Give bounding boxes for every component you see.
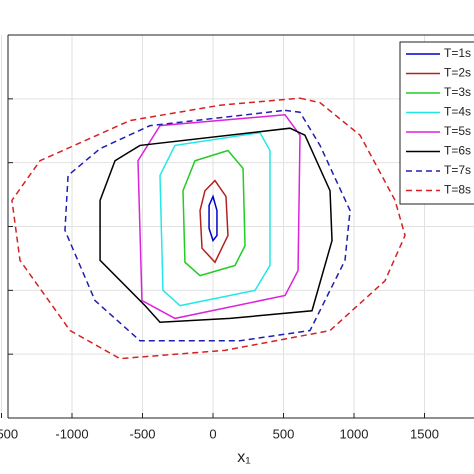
legend-label: T=7s [444,163,471,177]
legend-label: T=5s [444,124,471,138]
series-line [159,131,271,307]
legend-label: T=1s [444,46,471,60]
series-line [64,109,351,342]
legend-label: T=2s [444,66,471,80]
legend-box [399,41,474,205]
series-line [182,149,246,277]
x-axis-label: x₁ [237,449,250,466]
x-tick-label: 1500 [410,426,439,441]
x-tick-label: 1000 [340,426,369,441]
x-tick-label: 500 [273,426,295,441]
x-tick-label: -1000 [55,426,88,441]
legend-label: T=8s [444,183,471,197]
x-tick-label: -500 [129,426,155,441]
x-tick-label: 0 [209,426,216,441]
legend-label: T=3s [444,85,471,99]
series-line [199,179,229,264]
series-line [11,97,406,360]
x-tick-label: -1500 [0,426,18,441]
legend-label: T=4s [444,105,471,119]
series-line [208,194,218,243]
legend-label: T=6s [444,144,471,158]
series-line [99,127,333,324]
series-line [137,114,301,320]
